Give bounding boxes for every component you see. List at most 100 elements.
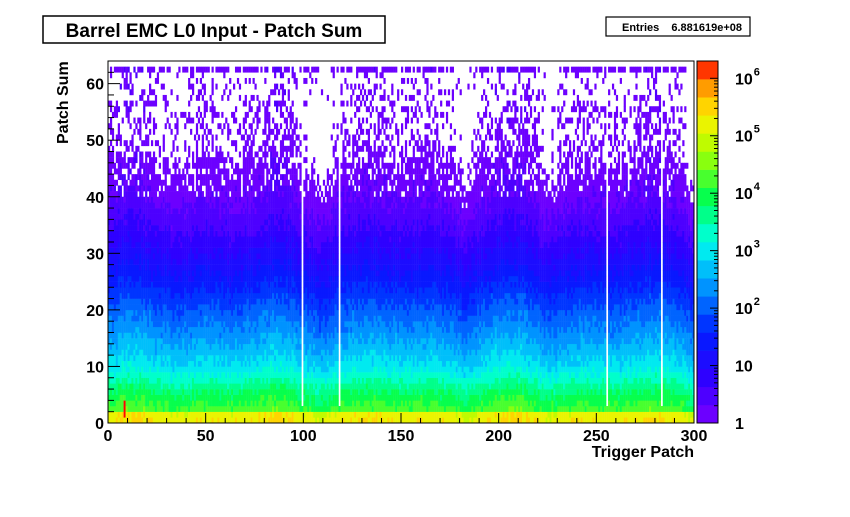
heatmap-cell [125,100,128,107]
heatmap-cell [156,309,160,316]
heatmap-cell [246,157,249,164]
heatmap-cell [223,162,226,169]
heatmap-cell [190,400,193,407]
heatmap-cell [234,117,238,124]
heatmap-cell [283,287,286,294]
heatmap-cell [149,349,152,356]
heatmap-cell [113,196,117,203]
heatmap-cell [248,225,251,231]
heatmap-cell [225,281,228,288]
heatmap-cell [274,287,277,294]
heatmap-cell [285,225,288,231]
heatmap-cell [254,389,257,395]
heatmap-cell [209,174,212,181]
heatmap-cell [205,360,208,367]
heatmap-cell [125,202,128,209]
heatmap-cell [248,372,251,378]
heatmap-cell [158,208,161,214]
heatmap-cell [176,191,179,197]
heatmap-cell [281,202,285,209]
heatmap-cell [299,326,302,333]
heatmap-cell [176,372,179,378]
heatmap-cell [287,332,290,339]
heatmap-cell [285,247,288,254]
heatmap-cell [262,332,265,339]
heatmap-cell [242,343,245,350]
heatmap-cell [268,219,271,226]
heatmap-cell [174,315,177,322]
heatmap-cell [145,406,148,412]
stats-entries-value: 6.881619e+08 [671,22,742,34]
heatmap-cell [164,275,167,282]
heatmap-cell [182,389,185,395]
heatmap-cell [115,315,119,322]
heatmap-cell [225,406,228,412]
heatmap-cell [266,174,269,181]
heatmap-cell [299,332,302,339]
heatmap-cell [135,360,138,367]
heatmap-cell [156,298,160,305]
heatmap-cell [275,106,279,113]
heatmap-cell [236,338,240,345]
heatmap-cell [274,360,277,367]
heatmap-cell [227,242,230,248]
heatmap-cell [264,355,267,362]
heatmap-cell [231,179,234,186]
heatmap-cell [242,168,245,175]
heatmap-cell [139,298,142,305]
heatmap-cell [109,377,113,384]
heatmap-cell [283,185,286,192]
heatmap-cell [193,360,197,367]
heatmap-cell [203,287,206,294]
heatmap-cell [291,219,294,226]
heatmap-cell [260,349,263,356]
heatmap-cell [117,315,120,322]
heatmap-cell [174,196,177,203]
heatmap-cell [217,174,220,181]
heatmap-cell [111,355,115,362]
heatmap-cell [180,383,183,390]
heatmap-cell [270,349,273,356]
heatmap-cell [123,140,126,147]
heatmap-cell [164,326,167,333]
heatmap-cell [281,264,285,271]
heatmap-cell [135,394,138,401]
heatmap-cell [242,292,245,299]
heatmap-cell [199,275,203,282]
heatmap-cell [207,208,210,214]
heatmap-cell [149,253,152,260]
heatmap-cell [131,304,134,311]
heatmap-cell [205,281,208,288]
heatmap-cell [205,326,208,333]
heatmap-cell [223,196,226,203]
heatmap-cell [149,185,152,192]
heatmap-cell [264,377,267,384]
heatmap-cell [223,157,226,164]
heatmap-cell [217,298,220,305]
heatmap-cell [197,213,201,220]
heatmap-cell [242,304,245,311]
heatmap-cell [137,145,140,152]
heatmap-cell [149,355,152,362]
heatmap-cell [275,168,279,175]
heatmap-cell [166,315,169,322]
heatmap-cell [201,242,204,248]
heatmap-cell [275,247,279,254]
heatmap-cell [211,225,214,231]
heatmap-cell [188,406,191,412]
heatmap-cell [250,94,253,101]
heatmap-cell [279,72,283,79]
heatmap-cell [186,253,189,260]
heatmap-cell [170,230,173,237]
heatmap-cell [256,338,259,345]
heatmap-cell [238,225,242,231]
heatmap-cell [108,298,111,305]
heatmap-cell [281,372,285,378]
heatmap-cell [275,219,279,226]
heatmap-cell [264,219,267,226]
heatmap-cell [250,128,253,135]
heatmap-cell [117,162,120,169]
heatmap-cell [287,247,290,254]
heatmap-cell [252,287,255,294]
heatmap-cell [275,360,279,367]
